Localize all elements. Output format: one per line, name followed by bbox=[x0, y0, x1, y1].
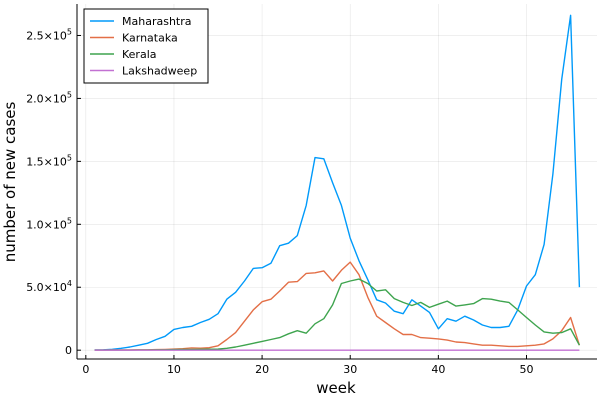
y-tick-exponent: 4 bbox=[67, 279, 72, 288]
y-tick-mantissa: 1.5×10 bbox=[26, 155, 67, 168]
y-tick-exponent: 5 bbox=[67, 27, 72, 36]
series-layer bbox=[94, 14, 581, 351]
x-tick-label: 10 bbox=[167, 363, 181, 376]
y-tick-exponent: 5 bbox=[67, 90, 72, 99]
legend-label-kerala: Kerala bbox=[122, 48, 157, 61]
legend-label-karnataka: Karnataka bbox=[122, 32, 178, 45]
series-line-karnataka bbox=[94, 261, 581, 351]
x-tick-label: 40 bbox=[431, 363, 445, 376]
y-tick-mantissa: 1.0×10 bbox=[26, 218, 67, 231]
x-tick-label: 20 bbox=[255, 363, 269, 376]
y-tick-label: 2.5×105 bbox=[26, 27, 72, 42]
y-tick-label: 1.5×105 bbox=[26, 153, 72, 168]
legend-items: Maharashtra Karnataka Kerala Lakshadweep bbox=[90, 15, 197, 78]
series-line-maharashtra bbox=[94, 14, 581, 351]
y-tick-mantissa: 5.0×10 bbox=[26, 281, 67, 294]
x-tick-label: 30 bbox=[343, 363, 357, 376]
y-tick-label: 1.0×105 bbox=[26, 216, 72, 231]
y-tick-label: 5.0×104 bbox=[26, 279, 72, 294]
x-axis-label: week bbox=[316, 379, 356, 397]
y-tick-label: 2.0×105 bbox=[26, 90, 72, 105]
y-tick-exponent: 5 bbox=[67, 153, 72, 162]
x-tick-labels: 0 10 20 30 40 50 bbox=[82, 355, 533, 376]
y-tick-mantissa: 2.0×10 bbox=[26, 92, 67, 105]
legend-label-maharashtra: Maharashtra bbox=[122, 15, 192, 28]
x-tick-label: 0 bbox=[82, 363, 89, 376]
series-line-kerala bbox=[94, 278, 581, 351]
y-tick-label: 0 bbox=[65, 344, 72, 357]
legend: Maharashtra Karnataka Kerala Lakshadweep bbox=[83, 8, 209, 84]
x-tick-label: 50 bbox=[519, 363, 533, 376]
y-axis-label: number of new cases bbox=[1, 102, 19, 263]
y-tick-mantissa: 2.5×10 bbox=[26, 29, 67, 42]
y-tick-exponent: 5 bbox=[67, 216, 72, 225]
legend-label-lakshadweep: Lakshadweep bbox=[122, 65, 197, 78]
